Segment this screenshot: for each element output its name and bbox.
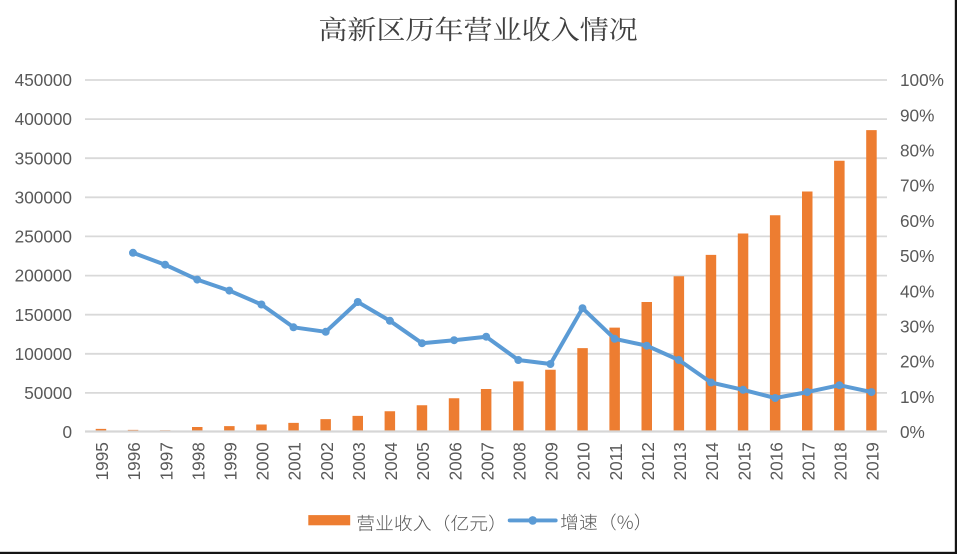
- svg-text:2001: 2001: [285, 442, 305, 480]
- svg-text:70%: 70%: [900, 176, 934, 196]
- svg-text:1995: 1995: [92, 442, 112, 480]
- svg-text:150000: 150000: [15, 305, 72, 325]
- svg-text:2004: 2004: [381, 442, 401, 481]
- svg-text:50%: 50%: [900, 246, 934, 266]
- svg-text:80%: 80%: [900, 141, 934, 161]
- svg-text:2015: 2015: [734, 442, 754, 480]
- svg-text:250000: 250000: [15, 227, 72, 247]
- svg-text:450000: 450000: [15, 70, 72, 90]
- svg-text:2017: 2017: [799, 442, 819, 480]
- svg-text:1997: 1997: [156, 442, 176, 480]
- svg-text:2013: 2013: [670, 442, 690, 480]
- svg-text:300000: 300000: [15, 187, 72, 207]
- svg-text:2018: 2018: [831, 442, 851, 480]
- svg-text:2007: 2007: [477, 442, 497, 480]
- svg-text:2016: 2016: [766, 442, 786, 480]
- svg-text:200000: 200000: [15, 266, 72, 286]
- svg-text:2012: 2012: [638, 442, 658, 480]
- svg-text:100%: 100%: [900, 70, 944, 90]
- svg-text:350000: 350000: [15, 148, 72, 168]
- svg-text:60%: 60%: [900, 211, 934, 231]
- svg-text:1998: 1998: [188, 442, 208, 480]
- svg-text:0: 0: [62, 422, 72, 442]
- svg-text:20%: 20%: [900, 352, 934, 372]
- svg-text:30%: 30%: [900, 317, 934, 337]
- svg-text:90%: 90%: [900, 105, 934, 125]
- svg-text:2019: 2019: [863, 442, 883, 480]
- svg-text:2008: 2008: [510, 442, 530, 480]
- svg-text:2009: 2009: [542, 442, 562, 480]
- svg-text:40%: 40%: [900, 281, 934, 301]
- svg-text:2002: 2002: [317, 442, 337, 480]
- svg-text:2010: 2010: [574, 442, 594, 480]
- svg-text:50000: 50000: [24, 383, 72, 403]
- svg-text:2005: 2005: [413, 442, 433, 480]
- svg-text:100000: 100000: [15, 344, 72, 364]
- svg-text:400000: 400000: [15, 109, 72, 129]
- svg-text:2011: 2011: [606, 443, 626, 480]
- svg-text:2003: 2003: [349, 442, 369, 480]
- svg-text:2014: 2014: [702, 442, 722, 481]
- svg-text:2000: 2000: [253, 442, 273, 480]
- svg-text:2006: 2006: [445, 442, 465, 480]
- svg-text:0%: 0%: [900, 422, 925, 442]
- svg-text:1999: 1999: [221, 442, 241, 480]
- svg-text:1996: 1996: [124, 442, 144, 480]
- svg-text:10%: 10%: [900, 387, 934, 407]
